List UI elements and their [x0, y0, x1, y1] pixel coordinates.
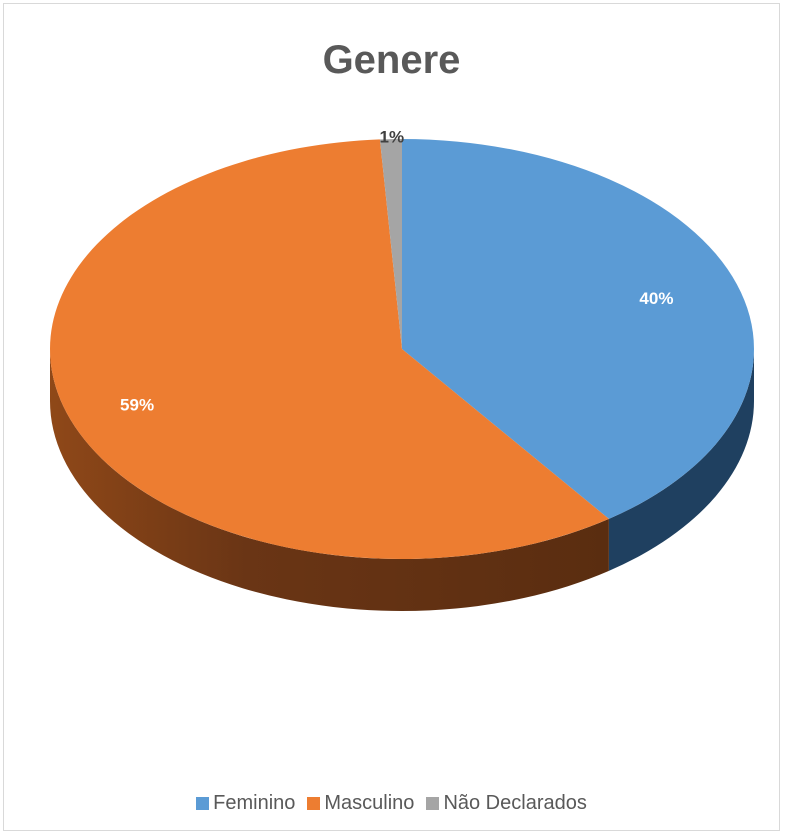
pie-sides	[50, 349, 754, 611]
pie-slice-feminino[interactable]	[402, 139, 754, 519]
data-label-feminino: 40%	[639, 289, 673, 308]
pie-slice-masculino[interactable]	[50, 139, 609, 559]
data-label-masculino: 59%	[120, 395, 154, 414]
legend-swatch-feminino	[196, 797, 210, 810]
chart-frame: Genere 40% 59% 1% Feminino Masculino Não D…	[3, 3, 780, 831]
data-label-nao-declarados: 1%	[380, 127, 405, 146]
legend-swatch-nao-declarados	[426, 797, 440, 810]
pie-side-masculino	[50, 349, 609, 611]
legend-item-feminino[interactable]: Feminino	[196, 792, 295, 815]
pie-slice-nao-declarados[interactable]	[379, 139, 402, 349]
legend: Feminino Masculino Não Declarados	[4, 792, 779, 815]
legend-label-masculino: Masculino	[324, 792, 415, 814]
pie-labels: 40% 59% 1%	[120, 127, 673, 414]
legend-item-masculino[interactable]: Masculino	[307, 792, 414, 815]
pie-chart: 40% 59% 1%	[50, 127, 754, 611]
chart-title: Genere	[322, 38, 461, 82]
legend-swatch-masculino	[307, 797, 321, 810]
legend-label-nao-declarados: Não Declarados	[443, 792, 587, 814]
pie-slices	[50, 139, 754, 559]
legend-item-nao-declarados[interactable]: Não Declarados	[426, 792, 587, 815]
pie-side-feminino	[608, 349, 754, 571]
legend-label-feminino: Feminino	[213, 792, 296, 814]
